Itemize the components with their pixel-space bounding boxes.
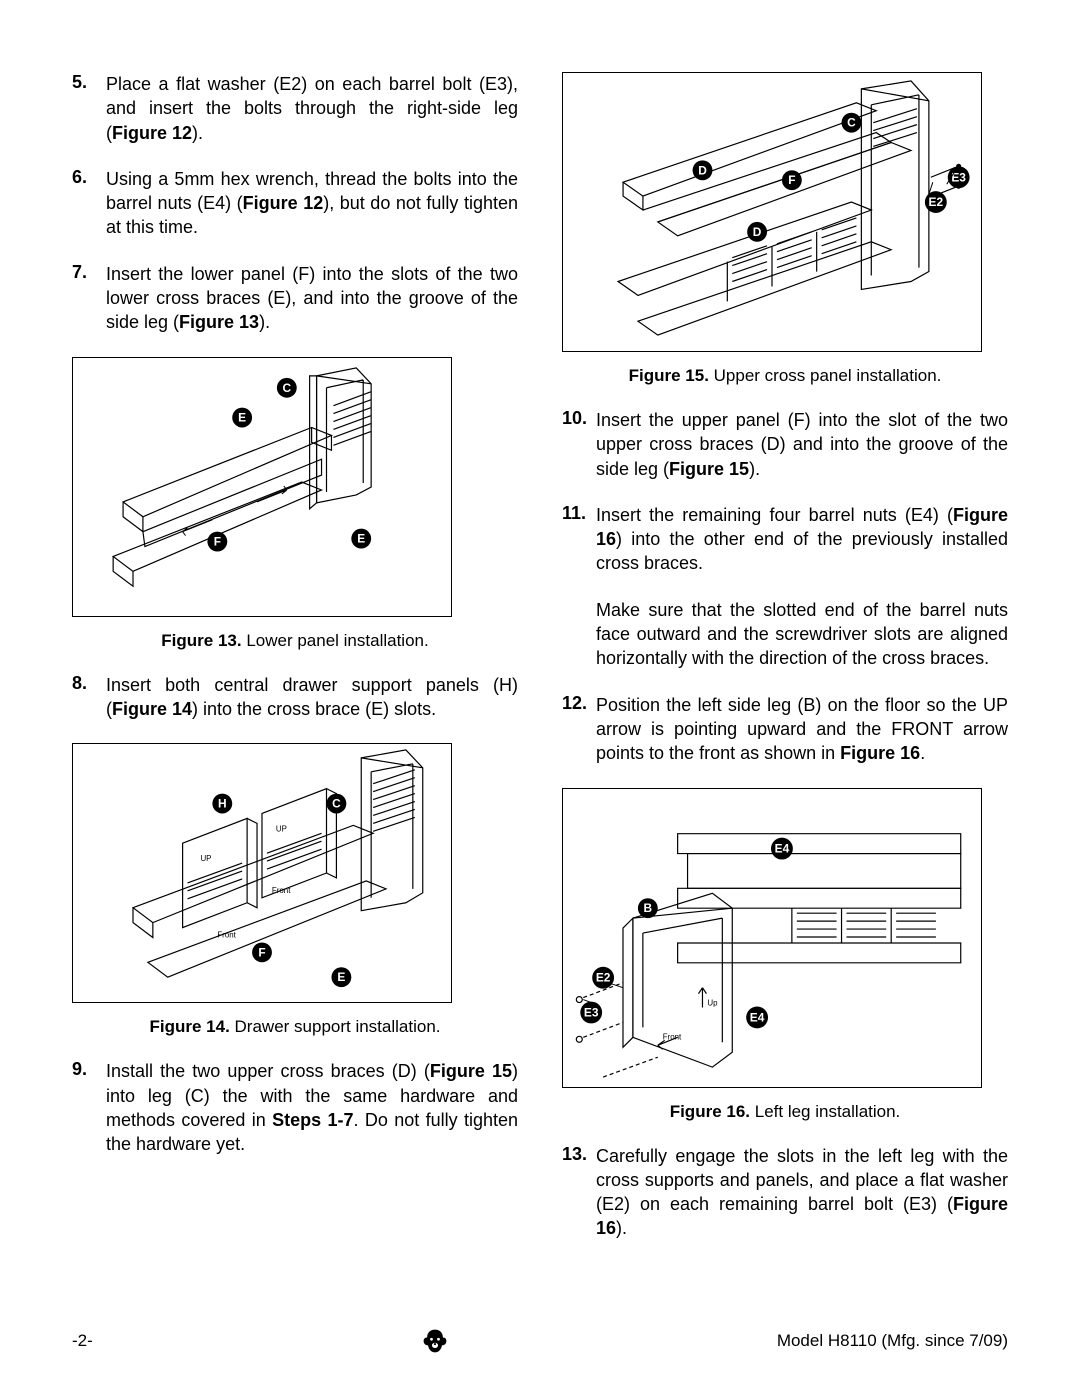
svg-text:D: D [698, 163, 707, 177]
step-12: 12. Position the left side leg (B) on th… [562, 693, 1008, 766]
svg-text:E2: E2 [929, 195, 944, 209]
figure-13: C E F E [72, 357, 518, 617]
step-text: Install the two upper cross braces (D) (… [106, 1059, 518, 1156]
svg-text:F: F [214, 534, 221, 548]
page: 5. Place a flat washer (E2) on each barr… [0, 0, 1080, 1397]
figure-15-caption: Figure 15. Upper cross panel installatio… [562, 366, 1008, 386]
step-text: Insert the remaining four barrel nuts (E… [596, 503, 1008, 576]
step-number: 8. [72, 673, 106, 722]
svg-text:E: E [357, 531, 365, 545]
step-number: 6. [72, 167, 106, 240]
svg-text:C: C [847, 116, 856, 130]
svg-text:E3: E3 [951, 170, 966, 184]
step-7: 7. Insert the lower panel (F) into the s… [72, 262, 518, 335]
svg-text:E: E [337, 970, 345, 984]
figure-13-caption: Figure 13. Lower panel installation. [72, 631, 518, 651]
step-number: 13. [562, 1144, 596, 1241]
step-text: Insert the upper panel (F) into the slot… [596, 408, 1008, 481]
svg-text:E2: E2 [596, 970, 611, 984]
svg-text:UP: UP [200, 854, 211, 863]
step-text: Insert both central drawer support panel… [106, 673, 518, 722]
svg-text:B: B [644, 901, 653, 915]
figure-14-svg: UP UP Front Front H C F E [72, 743, 452, 1003]
svg-text:E4: E4 [775, 841, 790, 855]
step-text: Insert the lower panel (F) into the slot… [106, 262, 518, 335]
footer: -2- Model H8110 (Mfg. since 7/09) [72, 1327, 1008, 1355]
step-5: 5. Place a flat washer (E2) on each barr… [72, 72, 518, 145]
step-11: 11. Insert the remaining four barrel nut… [562, 503, 1008, 576]
figure-16-svg: Up Front E4 B E2 E3 E4 [562, 788, 982, 1088]
svg-text:E4: E4 [750, 1010, 765, 1024]
figure-15: C D F D E2 E3 [562, 72, 1008, 352]
columns: 5. Place a flat washer (E2) on each barr… [72, 72, 1008, 1263]
step-text: Place a flat washer (E2) on each barrel … [106, 72, 518, 145]
svg-text:C: C [332, 797, 341, 811]
svg-text:F: F [258, 946, 265, 960]
figure-15-svg: C D F D E2 E3 [562, 72, 982, 352]
column-right: C D F D E2 E3 Figure 15. Upper cross pan… [562, 72, 1008, 1263]
svg-text:Front: Front [663, 1032, 682, 1041]
page-number: -2- [72, 1331, 93, 1351]
svg-text:F: F [788, 173, 795, 187]
step-text: Position the left side leg (B) on the fl… [596, 693, 1008, 766]
step-text: Carefully engage the slots in the left l… [596, 1144, 1008, 1241]
figure-14-caption: Figure 14. Drawer support installation. [72, 1017, 518, 1037]
step-number: 9. [72, 1059, 106, 1156]
svg-text:D: D [753, 225, 762, 239]
figure-16-caption: Figure 16. Left leg installation. [562, 1102, 1008, 1122]
figure-14: UP UP Front Front H C F E [72, 743, 518, 1003]
step-number: 7. [72, 262, 106, 335]
svg-text:Front: Front [217, 931, 236, 940]
svg-text:Front: Front [272, 886, 291, 895]
step-number: 11. [562, 503, 596, 576]
step-number: 5. [72, 72, 106, 145]
column-left: 5. Place a flat washer (E2) on each barr… [72, 72, 518, 1263]
step-9: 9. Install the two upper cross braces (D… [72, 1059, 518, 1156]
model-info: Model H8110 (Mfg. since 7/09) [777, 1331, 1008, 1351]
figure-16: Up Front E4 B E2 E3 E4 [562, 788, 1008, 1088]
svg-text:H: H [218, 797, 227, 811]
step-11-note: Make sure that the slotted end of the ba… [596, 598, 1008, 671]
svg-text:C: C [283, 380, 292, 394]
step-number: 10. [562, 408, 596, 481]
svg-text:UP: UP [276, 825, 287, 834]
bear-icon [421, 1327, 449, 1355]
step-8: 8. Insert both central drawer support pa… [72, 673, 518, 722]
svg-text:E3: E3 [584, 1005, 599, 1019]
step-13: 13. Carefully engage the slots in the le… [562, 1144, 1008, 1241]
svg-text:E: E [238, 410, 246, 424]
svg-text:Up: Up [707, 998, 718, 1007]
step-number: 12. [562, 693, 596, 766]
step-10: 10. Insert the upper panel (F) into the … [562, 408, 1008, 481]
figure-13-svg: C E F E [72, 357, 452, 617]
step-text: Using a 5mm hex wrench, thread the bolts… [106, 167, 518, 240]
step-6: 6. Using a 5mm hex wrench, thread the bo… [72, 167, 518, 240]
